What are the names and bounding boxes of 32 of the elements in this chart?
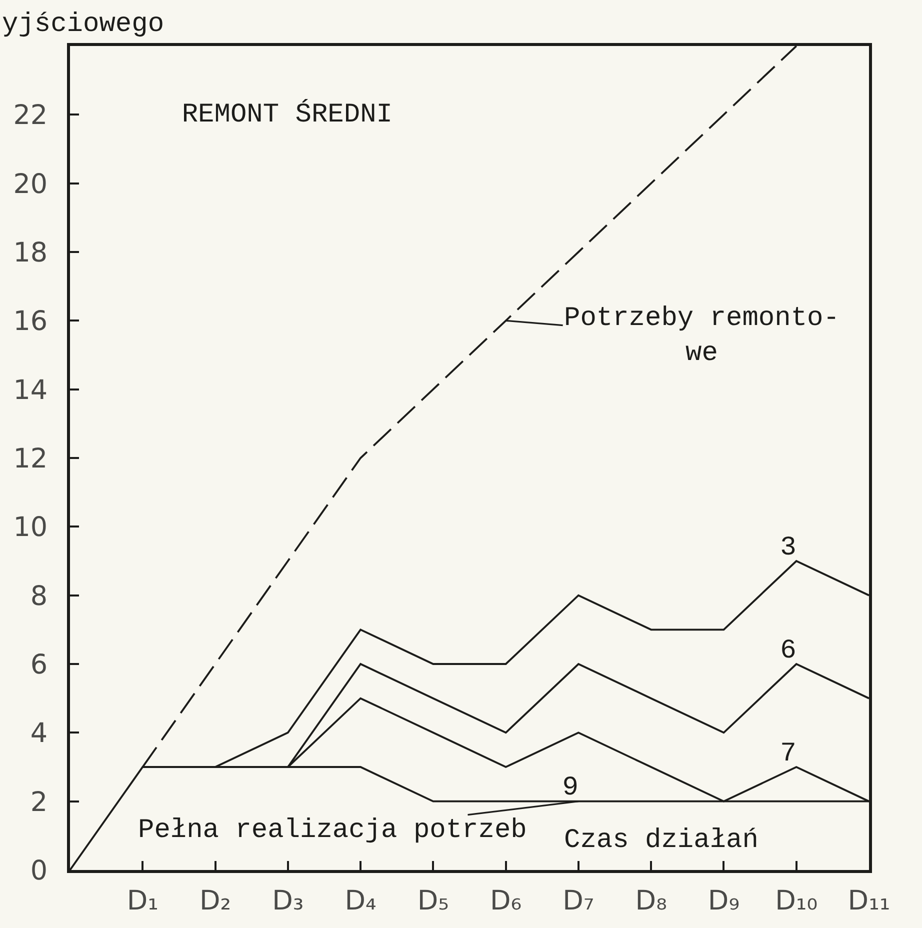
series-label: 9 (562, 774, 578, 804)
y-tick-label: 2 (30, 786, 48, 818)
x-tick-label: D₉ (708, 885, 740, 916)
y-tick-label: 10 (13, 512, 48, 544)
series-label: 3 (780, 533, 796, 564)
x-tick-label: D₈ (635, 885, 667, 916)
y-tick-label: 22 (13, 100, 48, 132)
x-tick-label: D₂ (199, 885, 232, 916)
series-label: 6 (780, 636, 796, 666)
y-tick-label: 0 (30, 855, 48, 886)
annotation: Pełna realizacja potrzeb (138, 816, 527, 846)
x-axis-title: Czas działań (564, 826, 758, 856)
text: REMONT ŚREDNI (182, 98, 392, 130)
y-tick-label: 4 (30, 718, 48, 750)
y-tick-label: 8 (30, 580, 48, 612)
x-tick-label: D₅ (417, 885, 449, 916)
y-tick-label: 20 (13, 168, 48, 200)
x-tick-label: D₁₀ (775, 885, 818, 916)
y-tick-label: 6 (30, 649, 48, 680)
x-tick-label: D₁₁ (848, 885, 890, 916)
y-tick-label: 14 (13, 374, 48, 406)
x-tick-label: D₄ (344, 885, 376, 916)
series-label: 7 (780, 739, 796, 770)
x-tick-label: D₇ (562, 885, 594, 916)
y-tick-label: 12 (13, 443, 48, 474)
annotation: Potrzeby remonto- we (564, 304, 840, 370)
y-axis-title: yjściowego (2, 10, 164, 40)
y-tick-label: 18 (13, 237, 48, 268)
x-tick-label: D₆ (490, 885, 522, 916)
y-tick-label: 16 (13, 306, 48, 338)
x-tick-label: D₃ (272, 885, 304, 916)
x-tick-label: D₁ (126, 885, 158, 916)
